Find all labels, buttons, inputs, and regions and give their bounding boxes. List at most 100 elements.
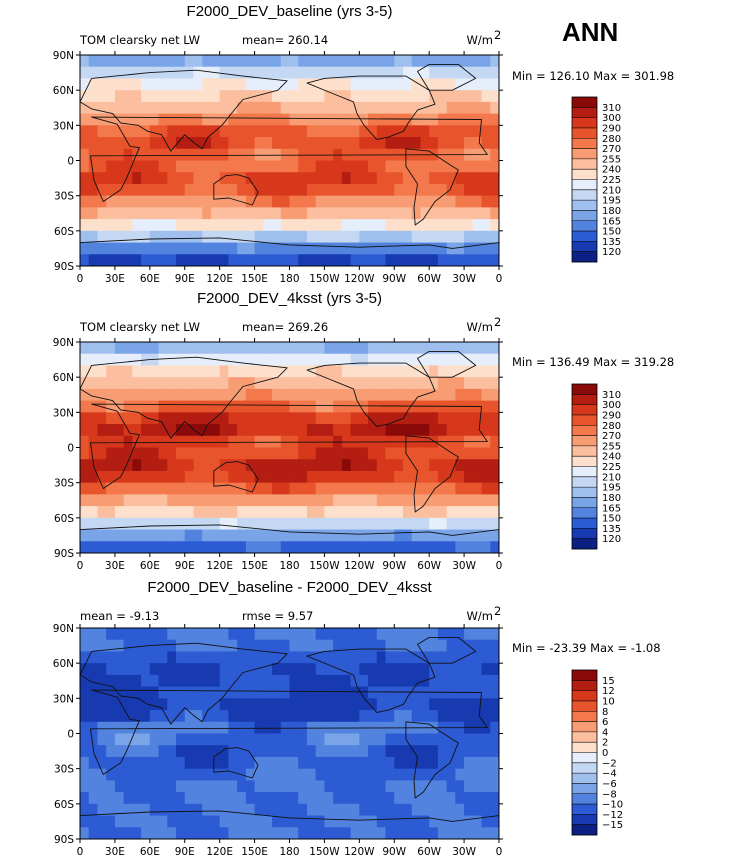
panel-title: F2000_DEV_4ksst (yrs 3-5) (197, 290, 382, 307)
coastline (80, 69, 288, 152)
map-cell (350, 219, 360, 232)
map-cell (368, 827, 378, 839)
map-cell (219, 78, 229, 91)
map-cell (263, 745, 273, 758)
map-cell (429, 745, 439, 758)
map-cell (245, 506, 256, 519)
map-cell (437, 400, 448, 413)
map-cell (359, 353, 369, 367)
map-cell (219, 400, 229, 413)
map-cell (464, 219, 474, 232)
colorbar-level-label: 270 (602, 431, 621, 442)
map-cell (132, 195, 142, 208)
map-cell (464, 125, 474, 138)
map-cell (385, 745, 395, 758)
map-cell (80, 541, 90, 553)
map-cell (228, 254, 238, 266)
map-cell (184, 494, 195, 507)
map-cell (306, 639, 317, 653)
map-cell (237, 674, 247, 688)
map-cell (193, 125, 203, 138)
map-cell (263, 160, 273, 173)
map-cell (106, 663, 116, 676)
map-cell (219, 768, 229, 781)
map-cell (446, 733, 456, 746)
map-cell (289, 78, 299, 91)
map-cell (333, 710, 343, 723)
map-cell (333, 101, 343, 115)
map-cell (219, 674, 229, 688)
map-cell (149, 400, 160, 413)
map-cell (88, 412, 99, 425)
map-cell (368, 745, 378, 758)
map-cell (97, 745, 107, 758)
map-cell (402, 160, 413, 173)
map-cell (455, 101, 465, 115)
map-cell (368, 792, 378, 805)
map-cell (106, 219, 116, 232)
colorbar-level-label: 150 (602, 227, 621, 238)
map-cell (315, 745, 326, 758)
map-cell (376, 242, 387, 255)
map-cell (394, 651, 404, 664)
map-cell (315, 756, 326, 770)
map-cell (490, 90, 499, 103)
map-cell (368, 803, 378, 817)
map-cell (350, 137, 360, 150)
y-tick-label: 90N (53, 50, 74, 62)
map-cell (350, 424, 360, 437)
map-cell (429, 400, 439, 413)
map-cell (263, 768, 273, 781)
map-cell (141, 721, 151, 735)
map-cell (106, 172, 116, 185)
map-cell (88, 424, 99, 437)
map-cell (350, 207, 360, 220)
coastline (80, 237, 499, 266)
map-cell (315, 674, 326, 688)
map-cell (176, 172, 186, 185)
map-cell (289, 482, 299, 495)
map-cell (149, 686, 160, 699)
map-cell (88, 148, 99, 162)
x-tick-label: 30W (452, 560, 476, 572)
map-cell (429, 55, 439, 68)
map-cell (455, 342, 465, 355)
map-cell (429, 90, 439, 103)
map-cell (132, 541, 142, 553)
map-cell (132, 412, 142, 425)
map-cell (437, 541, 448, 553)
map-cell (315, 412, 326, 425)
map-cell (88, 686, 99, 699)
map-cell (350, 90, 360, 103)
map-cell (114, 541, 125, 553)
map-cell (245, 710, 256, 723)
map-cell (385, 230, 395, 244)
map-cell (437, 792, 448, 805)
map-cell (368, 639, 378, 653)
map-cell (149, 412, 160, 425)
map-cell (333, 470, 343, 484)
map-cell (114, 55, 125, 68)
x-tick-label: 30W (452, 273, 476, 285)
map-cell (324, 172, 334, 185)
map-cell (437, 353, 448, 367)
map-cell (132, 254, 142, 266)
map-cell (106, 517, 116, 531)
map-cell (490, 55, 499, 68)
map-cell (167, 424, 177, 437)
map-cell (306, 172, 317, 185)
map-cell (490, 172, 499, 185)
map-cell (88, 721, 99, 735)
colorbar-level-label: 165 (602, 216, 621, 227)
map-cell (263, 663, 273, 676)
map-cell (254, 710, 264, 723)
map-cell (376, 125, 387, 138)
map-cell (280, 365, 291, 378)
map-cell (149, 230, 160, 244)
map-cell (437, 768, 448, 781)
map-cell (219, 412, 229, 425)
map-cell (298, 377, 308, 390)
map-cell (490, 541, 499, 553)
map-cell (193, 674, 203, 688)
map-cell (245, 447, 256, 460)
